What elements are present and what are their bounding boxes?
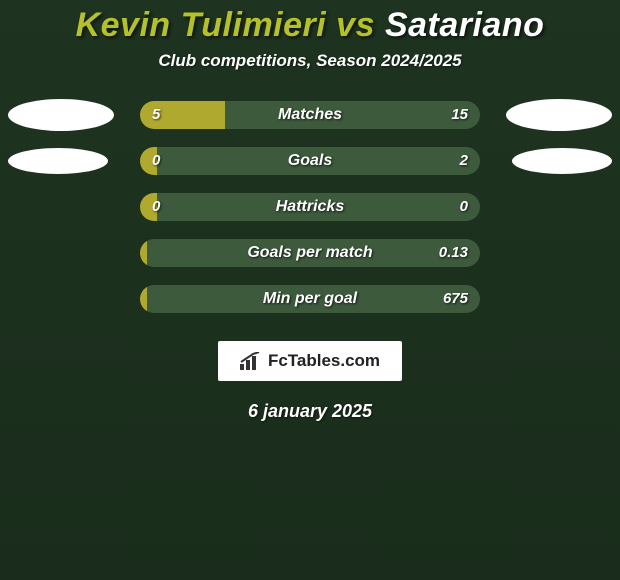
stat-value-left: 0 (140, 193, 172, 221)
stat-row: Matches5 15 (0, 101, 620, 129)
stat-row: Hattricks0 0 (0, 193, 620, 221)
chart-icon (240, 352, 262, 370)
stat-value-right: 0.13 (427, 239, 480, 267)
date-text: 6 january 2025 (0, 401, 620, 422)
stat-label: Hattricks (140, 193, 480, 221)
stats-container: Matches515Goals02Hattricks00Goals per ma… (0, 101, 620, 313)
stat-value-left: 5 (140, 101, 172, 129)
stat-label: Min per goal (140, 285, 480, 313)
stat-value-right: 15 (439, 101, 480, 129)
title-player2: Satariano (385, 6, 544, 44)
logo-text: FcTables.com (268, 351, 380, 371)
avatar (8, 148, 108, 174)
stat-value-right: 0 (448, 193, 480, 221)
stat-bar: Min per goal675 (140, 285, 480, 313)
avatar (8, 99, 114, 131)
stat-value-left: 0 (140, 147, 172, 175)
stat-label: Goals (140, 147, 480, 175)
title-player1: Kevin Tulimieri (76, 6, 327, 44)
stat-row: Goals0 2 (0, 147, 620, 175)
stat-value-right: 675 (431, 285, 480, 313)
stat-bar: Goals0 2 (140, 147, 480, 175)
stat-bar: Goals per match0.13 (140, 239, 480, 267)
stat-row: Min per goal675 (0, 285, 620, 313)
stat-value-right: 2 (448, 147, 480, 175)
page-title: Kevin Tulimieri vs Satariano (0, 6, 620, 45)
stat-bar: Matches5 15 (140, 101, 480, 129)
avatar (506, 99, 612, 131)
stat-bar: Hattricks0 0 (140, 193, 480, 221)
title-vs: vs (326, 6, 385, 44)
avatar (512, 148, 612, 174)
stat-label: Matches (140, 101, 480, 129)
logo-badge: FcTables.com (218, 341, 402, 381)
subtitle: Club competitions, Season 2024/2025 (0, 51, 620, 71)
stat-row: Goals per match0.13 (0, 239, 620, 267)
